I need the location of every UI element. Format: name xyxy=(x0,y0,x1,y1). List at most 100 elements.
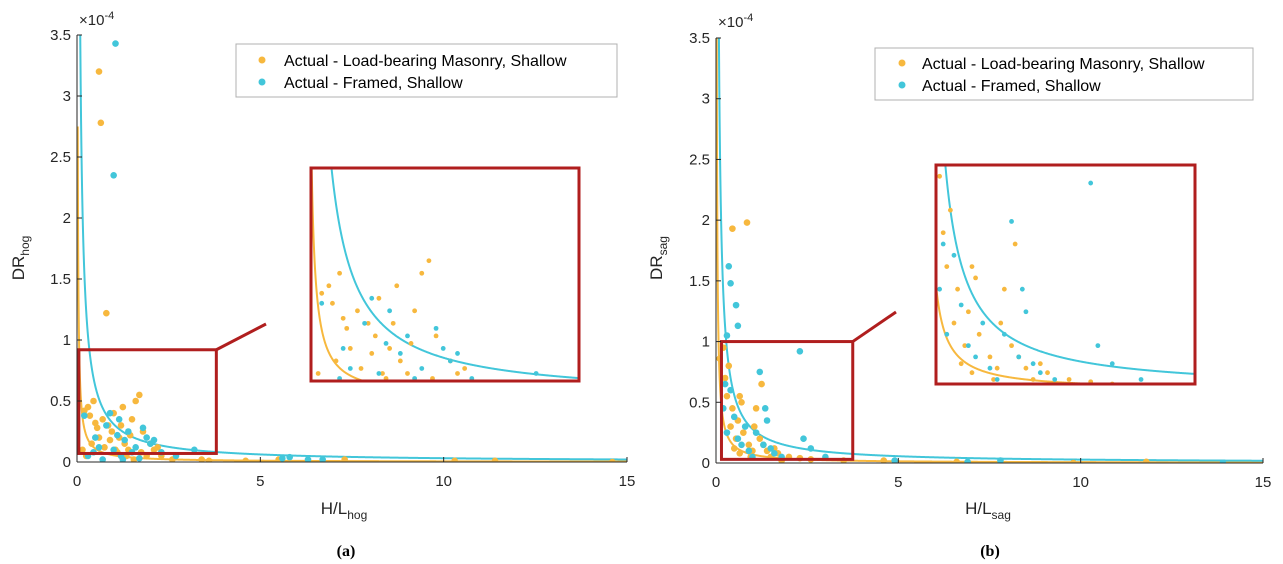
y-tick-label: 0 xyxy=(63,454,71,471)
data-point-framed xyxy=(286,453,293,461)
inset-point-framed xyxy=(362,320,367,326)
inset-point-masonry xyxy=(987,354,993,360)
inset-point-masonry xyxy=(372,333,378,339)
inset-point-masonry xyxy=(947,207,953,213)
inset-point-masonry xyxy=(969,264,975,269)
legend-marker-masonry-a xyxy=(258,56,266,64)
data-point-framed xyxy=(730,413,738,421)
x-axis-label-sub-a: hog xyxy=(347,508,367,522)
exponent-power-b: -4 xyxy=(743,12,753,24)
zoom-connector-a xyxy=(215,322,267,352)
inset-fit-curve-masonry xyxy=(311,168,368,381)
legend-marker-framed-a xyxy=(258,78,266,86)
chart-panel-a: 0 0.5 1 1.5 2 2.5 3 3.5 0 5 10 15 Actual - Load-bea… xyxy=(9,10,635,560)
inset-frame-a xyxy=(309,166,581,383)
data-point-masonry xyxy=(106,436,114,444)
inset-point-masonry xyxy=(1009,343,1014,349)
data-point-framed xyxy=(150,436,158,444)
x-axis-label-sub-b: sag xyxy=(992,508,1011,522)
inset-point-masonry xyxy=(397,358,403,364)
inset-point-framed xyxy=(994,377,1000,382)
data-point-masonry xyxy=(756,435,764,443)
inset-point-masonry xyxy=(340,315,346,321)
data-point-masonry xyxy=(750,423,758,430)
data-point-masonry xyxy=(953,458,960,463)
y-tick-label: 2.5 xyxy=(50,149,71,166)
axes-b: 0 0.5 1 1.5 2 2.5 3 3.5 0 5 10 15 xyxy=(689,30,1271,491)
data-point-masonry xyxy=(84,403,92,411)
y-tick-label: 3 xyxy=(63,88,71,105)
data-point-framed xyxy=(136,455,143,462)
inset-point-masonry xyxy=(315,371,321,376)
inset-point-masonry xyxy=(419,270,425,276)
legend-label-framed-a: Actual - Framed, Shallow xyxy=(284,75,463,92)
data-point-framed xyxy=(734,322,742,330)
data-point-masonry xyxy=(341,456,348,462)
inset-point-framed xyxy=(1030,361,1036,367)
inset-point-framed xyxy=(405,333,410,339)
legend-label-masonry-b: Actual - Load-bearing Masonry, Shallow xyxy=(922,56,1205,73)
inset-point-framed xyxy=(944,331,950,337)
legend-box-b xyxy=(874,47,1254,101)
data-point-masonry xyxy=(730,445,738,452)
y-tick-label: 0 xyxy=(702,455,710,472)
inset-point-masonry xyxy=(394,283,400,289)
x-tick-label: 10 xyxy=(435,473,452,490)
y-tick-label: 0.5 xyxy=(689,394,710,411)
x-tick-label: 15 xyxy=(1255,474,1272,491)
y-tick-label: 1.5 xyxy=(50,271,71,288)
exponent-base-a: ×10 xyxy=(79,12,104,29)
data-point-masonry xyxy=(93,424,101,432)
inset-point-masonry xyxy=(1001,286,1007,292)
inset-point-masonry xyxy=(1012,241,1018,247)
inset-point-masonry xyxy=(455,371,460,376)
inset-point-masonry xyxy=(405,371,410,376)
data-point-framed xyxy=(319,456,326,462)
data-point-masonry xyxy=(205,457,213,462)
data-point-masonry xyxy=(97,119,105,127)
inset-point-framed xyxy=(383,341,389,346)
x-tick-label: 5 xyxy=(256,473,264,490)
data-point-framed xyxy=(95,444,103,451)
data-point-framed xyxy=(752,429,760,436)
inset-point-framed xyxy=(340,346,346,351)
exponent-label-a: ×10-4 xyxy=(79,10,114,29)
legend-label-framed-b: Actual - Framed, Shallow xyxy=(922,78,1101,95)
data-point-framed xyxy=(741,423,749,430)
inset-point-framed xyxy=(1109,361,1115,367)
data-point-framed xyxy=(106,409,114,417)
data-point-framed xyxy=(771,449,778,457)
data-point-masonry xyxy=(99,416,106,423)
data-point-framed xyxy=(723,429,731,436)
inset-point-framed xyxy=(1019,286,1025,292)
x-tick-label: 5 xyxy=(894,474,902,491)
inset-point-framed xyxy=(1088,180,1094,186)
inset-point-framed xyxy=(973,354,978,360)
data-point-masonry xyxy=(95,68,103,75)
inset-point-masonry xyxy=(998,320,1004,326)
inset-point-masonry xyxy=(955,286,960,292)
data-point-masonry xyxy=(88,440,95,448)
panel-caption-a: (a) xyxy=(337,543,356,560)
y-tick-label: 2.5 xyxy=(689,151,710,168)
data-point-framed xyxy=(114,431,121,439)
inset-point-masonry xyxy=(973,275,978,281)
data-point-framed xyxy=(132,444,139,451)
inset-point-masonry xyxy=(390,320,396,326)
legend-b: Actual - Load-bearing Masonry, Shallow A… xyxy=(874,47,1254,101)
inset-point-framed xyxy=(1052,377,1058,382)
data-point-masonry xyxy=(90,397,97,405)
inset-point-framed xyxy=(951,252,957,258)
inset-point-masonry xyxy=(969,370,975,376)
inset-point-framed xyxy=(1095,343,1101,349)
y-tick-label: 3.5 xyxy=(50,27,71,44)
inset-fit-curve-framed xyxy=(944,165,1195,375)
inset-point-masonry xyxy=(937,173,942,179)
inset-point-framed xyxy=(965,343,971,349)
data-point-framed xyxy=(304,456,312,462)
data-point-masonry xyxy=(738,398,745,406)
data-point-masonry xyxy=(119,403,127,411)
data-point-framed xyxy=(115,416,123,423)
x-tick-label: 0 xyxy=(73,473,81,490)
